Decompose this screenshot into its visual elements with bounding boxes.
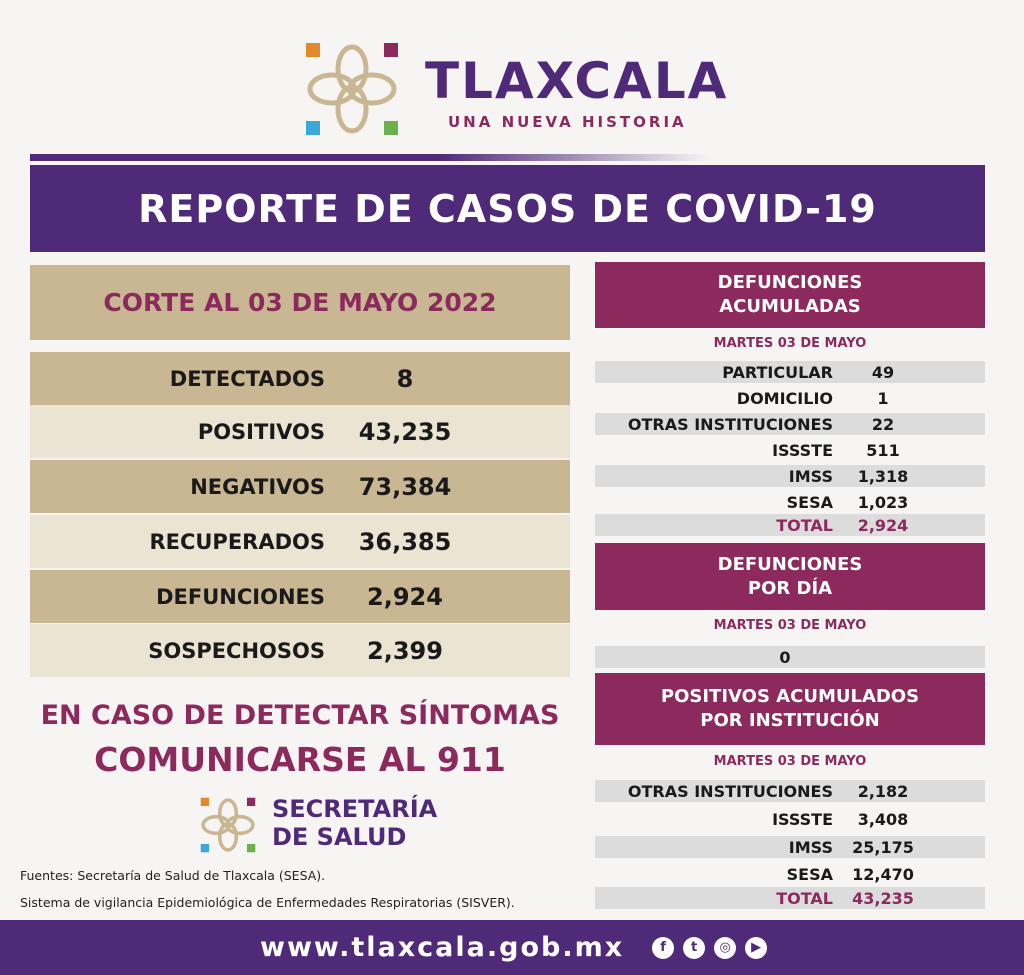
row-value: 8 bbox=[396, 364, 414, 393]
row-value: 43,235 bbox=[852, 888, 914, 908]
row-label: ISSSTE bbox=[772, 809, 833, 829]
secretaria-line: DE SALUD bbox=[272, 823, 407, 851]
row-value: 49 bbox=[871, 362, 895, 382]
secretaria-line: SECRETARÍA bbox=[272, 795, 438, 823]
row-value: 36,385 bbox=[358, 527, 452, 556]
death-row: ISSSTE 511 bbox=[595, 439, 985, 461]
row-value: 43,235 bbox=[358, 417, 452, 446]
positive-row: SESA 12,470 bbox=[595, 863, 985, 885]
header-line: POR INSTITUCIÓN bbox=[700, 710, 880, 731]
positive-row: ISSSTE 3,408 bbox=[595, 808, 985, 830]
brand-subtitle: UNA NUEVA HISTORIA bbox=[448, 113, 687, 131]
positive-total-row: TOTAL 43,235 bbox=[595, 887, 985, 909]
row-value: 0 bbox=[779, 647, 791, 667]
summary-row: NEGATIVOS 73,384 bbox=[30, 460, 570, 513]
row-label: SOSPECHOSOS bbox=[148, 638, 325, 663]
positive-row: OTRAS INSTITUCIONES 2,182 bbox=[595, 780, 985, 802]
positive-row: IMSS 25,175 bbox=[595, 836, 985, 858]
daily-deaths-row: 0 bbox=[595, 646, 985, 668]
row-label: OTRAS INSTITUCIONES bbox=[627, 414, 833, 434]
secretaria-flower-logo-icon bbox=[200, 797, 256, 853]
brand-title: TLAXCALA bbox=[425, 52, 729, 110]
source-text: Fuentes: Secretaría de Salud de Tlaxcala… bbox=[20, 868, 326, 883]
row-label: DOMICILIO bbox=[736, 388, 833, 408]
website-link[interactable]: www.tlaxcala.gob.mx bbox=[260, 932, 625, 963]
date-label: MARTES 03 DE MAYO bbox=[713, 618, 867, 633]
row-label: ISSSTE bbox=[772, 440, 833, 460]
youtube-icon[interactable]: ▶ bbox=[745, 936, 768, 959]
row-value: 2,399 bbox=[367, 636, 443, 665]
death-row: SESA 1,023 bbox=[595, 491, 985, 513]
positivos-header: POSITIVOS ACUMULADOS POR INSTITUCIÓN bbox=[595, 673, 985, 745]
row-value: 1 bbox=[877, 388, 889, 408]
header-line: ACUMULADAS bbox=[719, 296, 861, 317]
row-value: 1,318 bbox=[857, 466, 909, 486]
header-line: DEFUNCIONES bbox=[717, 553, 863, 575]
row-label: IMSS bbox=[788, 466, 833, 486]
row-label: NEGATIVOS bbox=[190, 474, 325, 499]
secretaria-de-salud: SECRETARÍA DE SALUD bbox=[272, 795, 437, 851]
date-label: MARTES 03 DE MAYO bbox=[713, 754, 867, 769]
summary-row: POSITIVOS 43,235 bbox=[30, 405, 570, 458]
header-line: POR DÍA bbox=[747, 577, 833, 599]
source-text: Sistema de vigilancia Epidemiológica de … bbox=[20, 895, 515, 910]
row-label: TOTAL bbox=[776, 888, 833, 908]
defunciones-dia-header: DEFUNCIONES POR DÍA bbox=[595, 543, 985, 610]
instagram-icon[interactable]: ◎ bbox=[714, 936, 737, 959]
row-label: SESA bbox=[786, 864, 833, 884]
header-line: POSITIVOS ACUMULADOS bbox=[660, 686, 920, 707]
row-value: 25,175 bbox=[852, 837, 914, 857]
death-row: IMSS 1,318 bbox=[595, 465, 985, 487]
death-row: OTRAS INSTITUCIONES 22 bbox=[595, 413, 985, 435]
row-value: 2,924 bbox=[857, 515, 909, 535]
row-label: OTRAS INSTITUCIONES bbox=[627, 781, 833, 801]
summary-row: DETECTADOS 8 bbox=[30, 352, 570, 405]
death-row: PARTICULAR 49 bbox=[595, 361, 985, 383]
row-value: 1,023 bbox=[857, 492, 909, 512]
call-911-message: COMUNICARSE AL 911 bbox=[94, 740, 506, 779]
facebook-icon[interactable]: f bbox=[652, 936, 675, 959]
footer-bar: www.tlaxcala.gob.mx f t ◎ ▶ bbox=[0, 920, 1024, 975]
date-label: MARTES 03 DE MAYO bbox=[713, 336, 867, 351]
row-value: 3,408 bbox=[857, 809, 909, 829]
tlaxcala-flower-logo-icon bbox=[306, 43, 398, 135]
row-label: DETECTADOS bbox=[169, 366, 325, 391]
report-banner: REPORTE DE CASOS DE COVID-19 bbox=[30, 165, 985, 252]
summary-row: SOSPECHOSOS 2,399 bbox=[30, 624, 570, 677]
symptoms-message: EN CASO DE DETECTAR SÍNTOMAS bbox=[40, 700, 560, 731]
death-row: DOMICILIO 1 bbox=[595, 387, 985, 409]
row-label: POSITIVOS bbox=[197, 419, 325, 444]
row-value: 22 bbox=[871, 414, 895, 434]
summary-row: DEFUNCIONES 2,924 bbox=[30, 570, 570, 623]
row-label: TOTAL bbox=[776, 515, 833, 535]
row-value: 12,470 bbox=[852, 864, 914, 884]
row-value: 2,924 bbox=[367, 582, 443, 611]
header-line: DEFUNCIONES bbox=[717, 272, 863, 293]
row-label: SESA bbox=[786, 492, 833, 512]
defunciones-acumuladas-header: DEFUNCIONES ACUMULADAS bbox=[595, 262, 985, 328]
row-value: 2,182 bbox=[857, 781, 909, 801]
row-label: DEFUNCIONES bbox=[156, 584, 325, 609]
row-label: PARTICULAR bbox=[722, 362, 833, 382]
death-total-row: TOTAL 2,924 bbox=[595, 514, 985, 536]
row-label: IMSS bbox=[788, 837, 833, 857]
twitter-icon[interactable]: t bbox=[683, 936, 706, 959]
row-value: 511 bbox=[866, 440, 900, 460]
cut-date-header: CORTE AL 03 DE MAYO 2022 bbox=[30, 265, 570, 340]
row-label: RECUPERADOS bbox=[149, 529, 325, 554]
divider bbox=[30, 154, 710, 161]
summary-row: RECUPERADOS 36,385 bbox=[30, 515, 570, 568]
row-value: 73,384 bbox=[358, 472, 452, 501]
